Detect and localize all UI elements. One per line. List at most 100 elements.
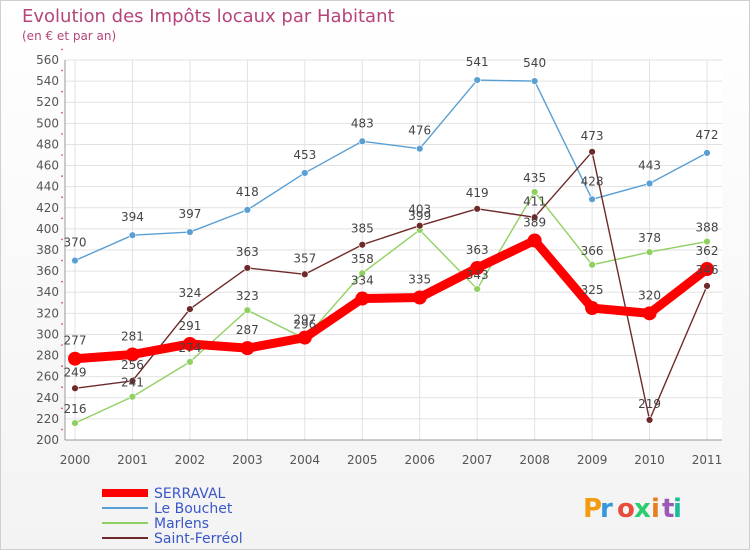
y-tick-label: 560 <box>36 53 59 67</box>
data-label: 241 <box>121 376 144 390</box>
y-minor-tick <box>61 259 63 262</box>
point-saint-ferr-ol <box>358 241 366 249</box>
data-label: 320 <box>638 288 661 302</box>
point-saint-ferr-ol <box>243 264 252 272</box>
data-label: 399 <box>408 209 431 223</box>
y-minor-tick <box>61 69 63 72</box>
data-label: 403 <box>408 203 431 217</box>
logo-letter: P <box>583 494 602 524</box>
point-serraval <box>642 306 657 321</box>
legend-label: Marlens <box>154 516 209 532</box>
point-marlens <box>71 419 79 427</box>
y-tick-label: 280 <box>36 349 59 363</box>
point-serraval <box>470 260 485 275</box>
data-label: 323 <box>236 289 259 303</box>
point-marlens <box>243 306 252 314</box>
point-le-bouchet <box>473 76 481 84</box>
data-label: 358 <box>351 252 374 266</box>
point-marlens <box>530 188 539 196</box>
data-label: 256 <box>121 358 144 372</box>
data-label: 541 <box>466 55 489 69</box>
legend-label: Le Bouchet <box>154 501 233 517</box>
data-label: 335 <box>408 273 431 287</box>
data-label: 385 <box>351 222 374 236</box>
y-tick-label: 300 <box>36 327 59 341</box>
data-label: 483 <box>351 116 374 130</box>
x-tick-label: 2001 <box>117 453 148 467</box>
data-label: 343 <box>466 268 489 282</box>
point-marlens <box>645 248 654 256</box>
y-minor-tick <box>61 111 63 114</box>
data-label: 362 <box>696 244 719 258</box>
x-tick-label: 2000 <box>60 453 91 467</box>
point-marlens <box>186 358 194 366</box>
y-tick-label: 400 <box>36 222 59 236</box>
point-saint-ferr-ol <box>473 205 481 213</box>
data-label: 389 <box>523 216 546 230</box>
point-le-bouchet <box>416 144 424 153</box>
point-le-bouchet <box>358 137 366 145</box>
point-serraval <box>585 301 600 316</box>
logo-letter: i <box>651 494 660 524</box>
y-minor-tick <box>61 428 63 431</box>
x-tick-label: 2011 <box>692 453 723 467</box>
data-label: 297 <box>293 313 316 327</box>
y-tick-label: 360 <box>36 264 59 278</box>
point-serraval <box>700 262 714 276</box>
point-saint-ferr-ol <box>645 416 654 424</box>
data-label: 363 <box>466 243 489 257</box>
x-tick-label: 2010 <box>634 453 665 467</box>
point-le-bouchet <box>186 228 194 236</box>
data-label: 472 <box>696 128 719 142</box>
logo-letter: i <box>673 494 682 524</box>
data-label: 419 <box>466 186 489 200</box>
point-serraval <box>527 233 542 248</box>
y-minor-tick <box>61 133 63 135</box>
data-label: 363 <box>236 245 259 259</box>
legend-label: SERRAVAL <box>154 486 226 502</box>
point-le-bouchet <box>243 206 252 214</box>
y-tick-label: 200 <box>36 433 59 447</box>
y-minor-tick <box>61 386 63 389</box>
data-label: 357 <box>293 251 316 265</box>
data-label: 249 <box>64 365 87 379</box>
logo-letter: t <box>662 494 674 524</box>
data-label: 281 <box>121 330 144 344</box>
y-minor-tick <box>61 301 63 304</box>
data-label: 397 <box>178 207 201 221</box>
point-marlens <box>128 393 137 401</box>
data-label: 287 <box>236 323 259 337</box>
y-tick-label: 320 <box>36 306 59 320</box>
y-tick-label: 260 <box>36 370 59 384</box>
data-label: 428 <box>581 174 604 188</box>
point-le-bouchet <box>588 195 596 204</box>
data-label: 378 <box>638 231 661 245</box>
chart-title: Evolution des Impôts locaux par Habitant <box>22 6 395 27</box>
data-label: 443 <box>638 159 661 173</box>
series-line-saint-ferr-ol <box>74 151 708 421</box>
data-label: 334 <box>351 274 374 288</box>
x-tick-label: 2009 <box>577 453 608 467</box>
point-serraval <box>412 290 427 305</box>
series-group <box>68 76 714 427</box>
point-marlens <box>358 269 366 277</box>
data-label: 473 <box>581 129 604 143</box>
y-minor-tick <box>61 196 63 199</box>
logo-letter: x <box>634 494 651 524</box>
y-minor-tick <box>61 323 63 325</box>
data-labels: 370 394 397 418 453 483 476 541 540 428 443 472 216 2… <box>64 55 719 416</box>
logo-letter: r <box>600 494 613 524</box>
y-tick-label: 460 <box>36 159 59 173</box>
series-line-marlens <box>74 191 708 424</box>
axes: 200 220 240 260 280 300 320 340 360 380 400 420 440 4… <box>36 48 723 467</box>
data-label: 540 <box>523 56 546 70</box>
point-saint-ferr-ol <box>128 377 137 385</box>
legend-label: Saint-Ferréol <box>154 531 243 547</box>
y-tick-label: 380 <box>36 243 59 257</box>
y-tick-label: 420 <box>36 201 59 215</box>
data-label: 388 <box>696 221 719 235</box>
point-marlens <box>588 261 596 269</box>
data-label: 435 <box>523 171 546 185</box>
